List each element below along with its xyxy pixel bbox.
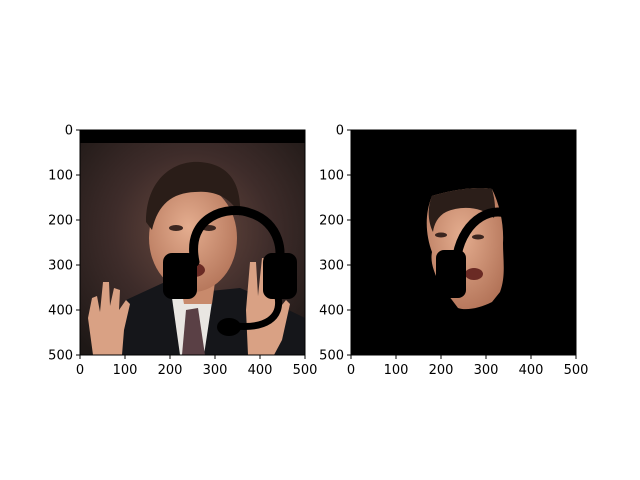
left-image-panel xyxy=(80,130,305,355)
top-black-band xyxy=(80,130,305,143)
right-ytick-label: 400 xyxy=(319,304,344,319)
eye-left xyxy=(169,225,183,231)
right-ytick-label: 100 xyxy=(319,169,344,184)
left-xtick-label: 0 xyxy=(76,363,84,378)
right-axes-frame xyxy=(350,129,577,356)
right-xtick-label: 500 xyxy=(564,363,589,378)
left-xtick-label: 100 xyxy=(113,363,138,378)
right-xtick-label: 100 xyxy=(384,363,409,378)
cutout-mouth xyxy=(465,268,483,280)
tie xyxy=(182,308,205,355)
right-ytick-label: 300 xyxy=(319,259,344,274)
left-hand xyxy=(88,282,130,355)
cutout-hair xyxy=(428,187,496,232)
right-xtick-label: 300 xyxy=(474,363,499,378)
cutout-eye-right xyxy=(472,234,484,240)
right-ytick-label: 0 xyxy=(336,124,344,139)
left-xtick-label: 300 xyxy=(203,363,228,378)
left-ytick-label: 500 xyxy=(48,349,73,364)
left-ytick-label: 0 xyxy=(65,124,73,139)
left-xtick-label: 500 xyxy=(293,363,318,378)
right-ytick-label: 500 xyxy=(319,349,344,364)
left-axes-frame xyxy=(79,129,306,356)
right-xtick-label: 0 xyxy=(347,363,355,378)
left-ytick-label: 400 xyxy=(48,304,73,319)
hair xyxy=(146,161,241,230)
left-xtick-label: 200 xyxy=(158,363,183,378)
right-xtick-label: 400 xyxy=(519,363,544,378)
cutout-eye-left xyxy=(435,232,447,238)
left-xtick-label: 400 xyxy=(248,363,273,378)
right-xtick-label: 200 xyxy=(429,363,454,378)
left-ytick-label: 100 xyxy=(48,169,73,184)
right-image-panel xyxy=(351,130,576,355)
right-ytick-label: 200 xyxy=(319,214,344,229)
left-ytick-label: 200 xyxy=(48,214,73,229)
headphone-overlay-left xyxy=(163,206,297,336)
left-ytick-label: 300 xyxy=(48,259,73,274)
headphone-overlay-right xyxy=(436,207,521,298)
